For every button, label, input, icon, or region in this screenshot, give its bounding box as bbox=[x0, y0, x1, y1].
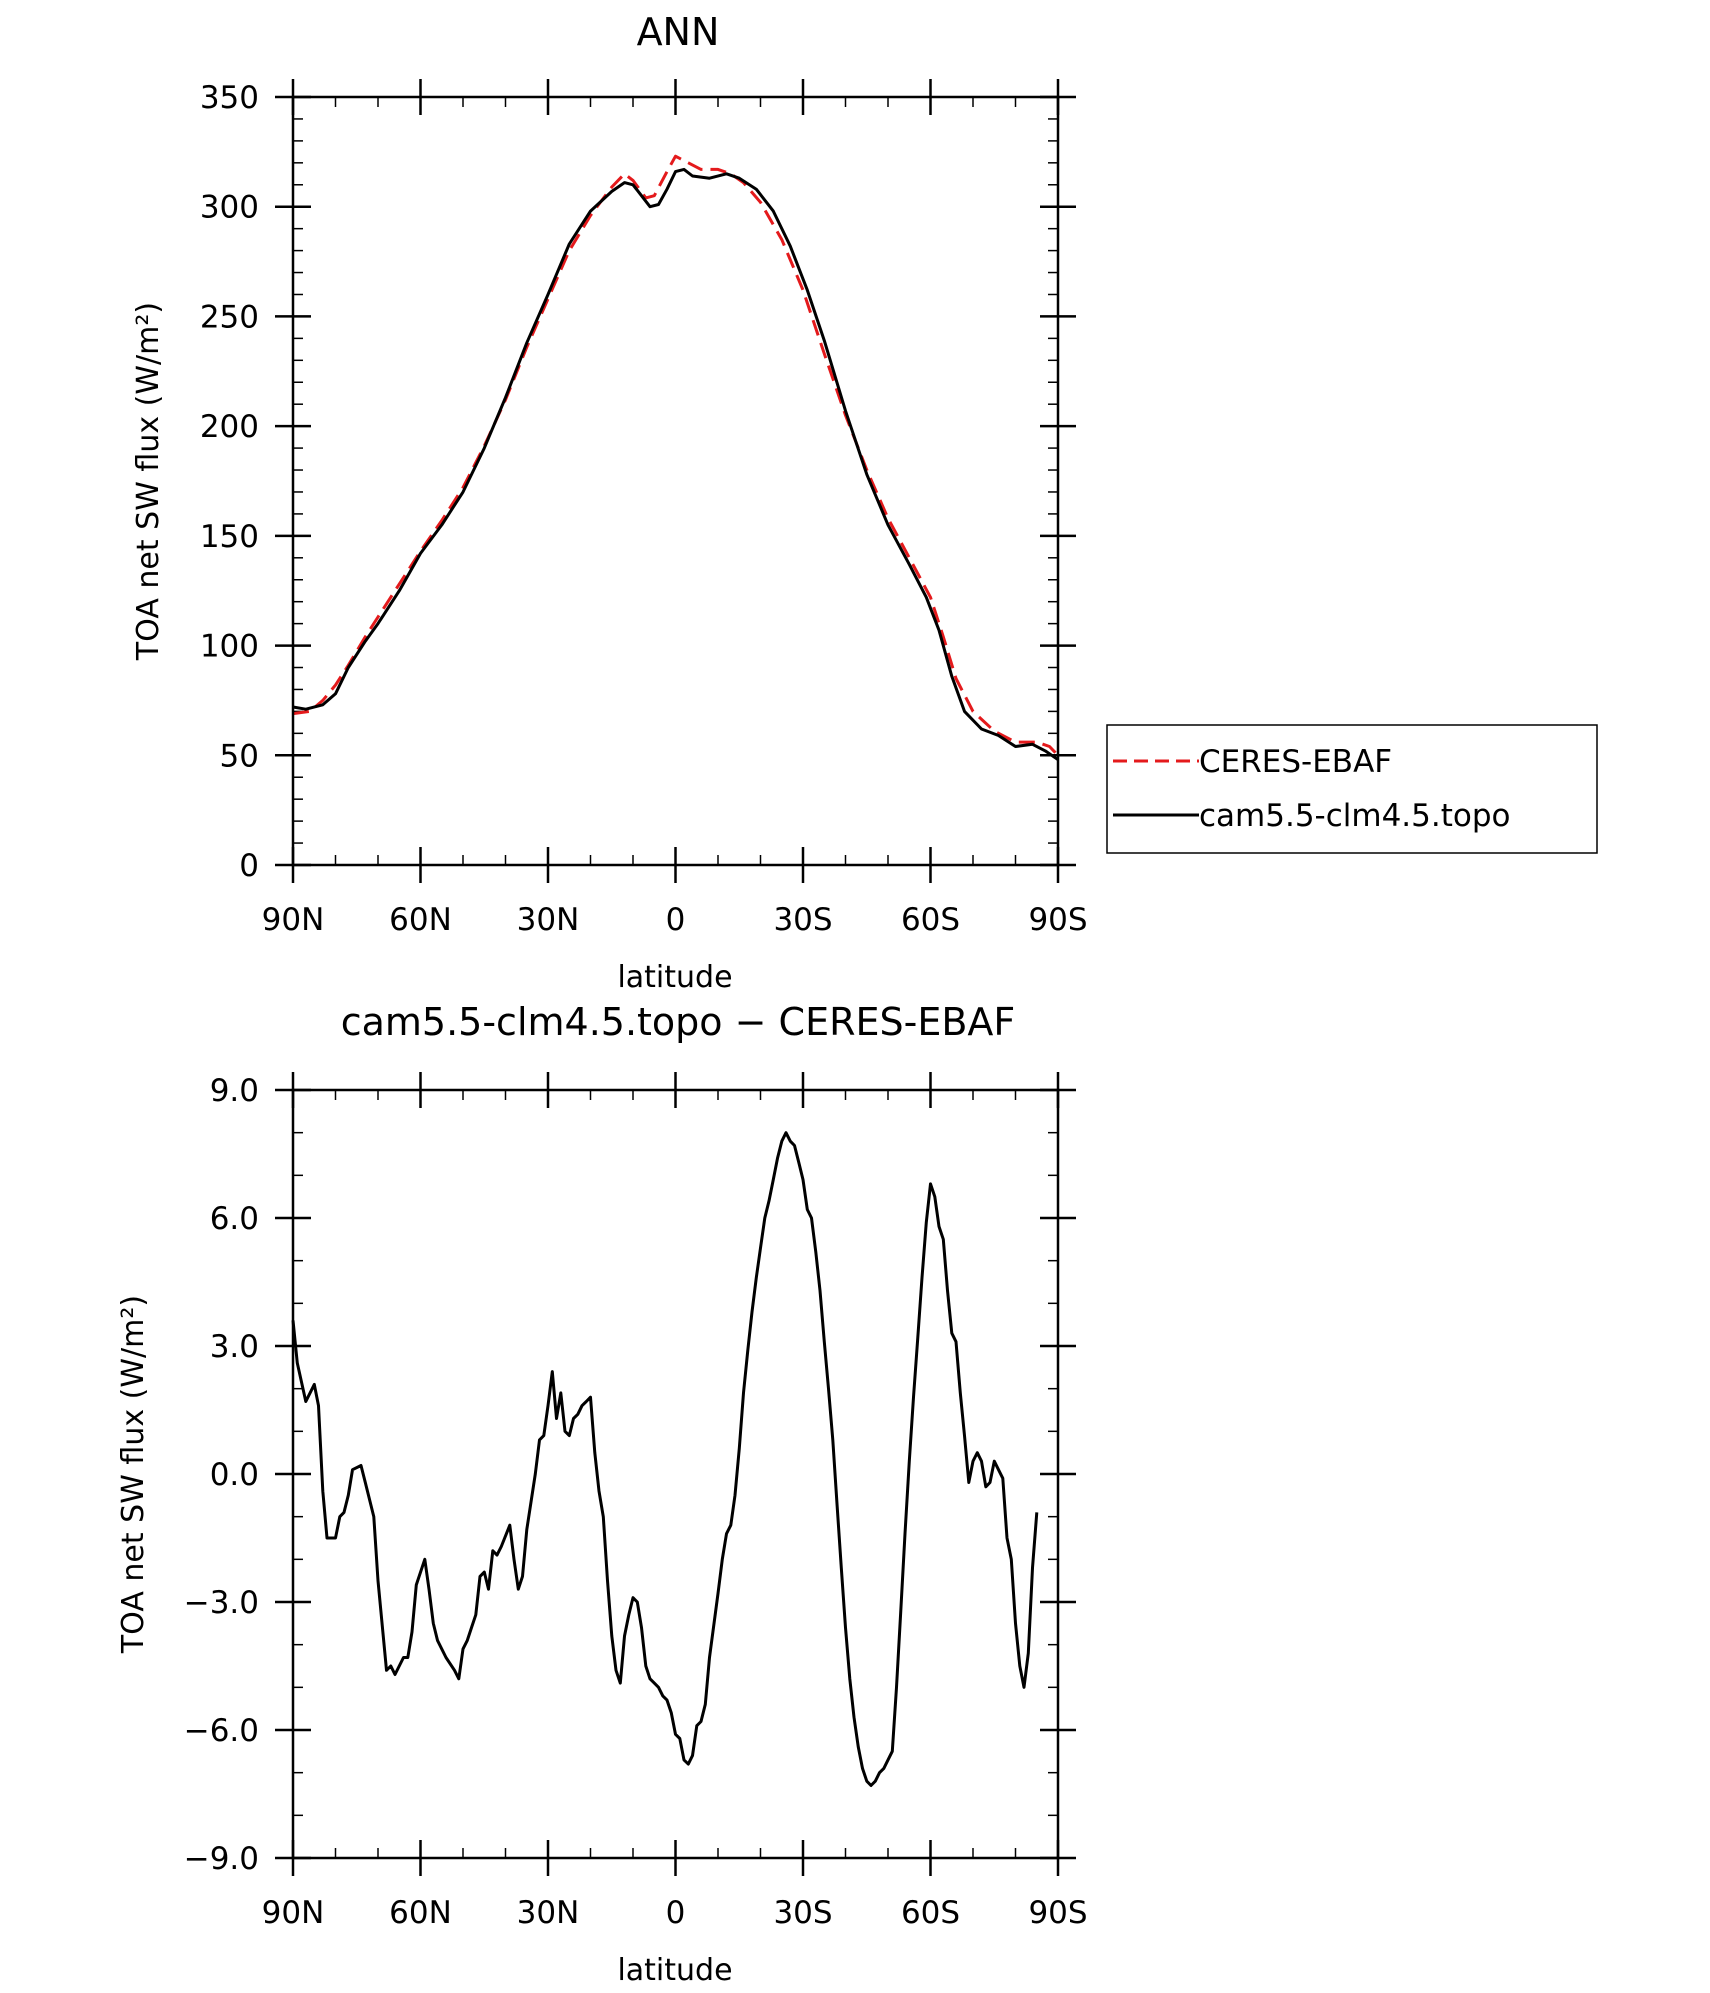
chart-top-x-tick-label: 90S bbox=[1028, 902, 1087, 938]
chart-top-x-tick-label: 30N bbox=[517, 902, 580, 938]
chart-top-series-line-0 bbox=[292, 154, 1060, 757]
chart-top-series-line-1 bbox=[292, 167, 1059, 761]
chart-top: ANN 90N 60N 30N 0 30S 60S 90S 0 50 100 150 200 250 3… bbox=[131, 10, 1088, 995]
chart-top-y-tick-label: 50 bbox=[220, 738, 259, 774]
chart-bottom-plot-frame bbox=[291, 1088, 1060, 1860]
chart-top-series bbox=[292, 154, 1060, 761]
chart-bottom-x-tick-label: 30N bbox=[517, 1895, 580, 1931]
chart-top-plot-frame bbox=[291, 95, 1060, 867]
chart-top-y-tick-label: 150 bbox=[200, 519, 259, 555]
chart-top-x-tick-label: 0 bbox=[666, 902, 686, 938]
chart-top-y-tick-label: 200 bbox=[200, 409, 259, 445]
chart-top-y-tick-label: 100 bbox=[200, 629, 259, 665]
chart-top-legend: CERES-EBAF cam5.5-clm4.5.topo bbox=[1106, 724, 1598, 854]
chart-bottom-x-tick-label: 60S bbox=[901, 1895, 960, 1931]
chart-bottom-x-tick-label: 90N bbox=[262, 1895, 325, 1931]
chart-bottom-series-line-0 bbox=[291, 1131, 1039, 1787]
chart-top-y-tick-label: 300 bbox=[200, 190, 259, 226]
chart-bottom-y-tick-label: 3.0 bbox=[210, 1329, 259, 1365]
chart-top-y-tick-labels: 0 50 100 150 200 250 300 350 bbox=[200, 80, 259, 884]
chart-bottom-y-tick-labels: −9.0 −6.0 −3.0 0.0 3.0 6.0 9.0 bbox=[184, 1073, 259, 1877]
legend-label-cam55: cam5.5-clm4.5.topo bbox=[1199, 798, 1511, 834]
chart-top-x-tick-label: 30S bbox=[773, 902, 832, 938]
legend-box bbox=[1106, 724, 1598, 854]
chart-top-x-tick-label: 60S bbox=[901, 902, 960, 938]
chart-top-y-tick-label: 350 bbox=[200, 80, 259, 116]
chart-bottom-x-tick-label: 30S bbox=[773, 1895, 832, 1931]
chart-top-title: ANN bbox=[637, 10, 720, 54]
chart-bottom-title: cam5.5-clm4.5.topo − CERES-EBAF bbox=[341, 1000, 1016, 1044]
chart-bottom-y-tick-label: −3.0 bbox=[184, 1585, 259, 1621]
chart-top-y-tick-label: 0 bbox=[239, 848, 259, 884]
chart-bottom-y-tick-label: 6.0 bbox=[210, 1201, 259, 1237]
chart-bottom-xlabel: latitude bbox=[617, 1953, 732, 1988]
chart-bottom-y-tick-label: 9.0 bbox=[210, 1073, 259, 1109]
chart-bottom-series bbox=[291, 1131, 1039, 1787]
chart-bottom-y-tick-label: 0.0 bbox=[210, 1457, 259, 1493]
chart-bottom-y-tick-label: −9.0 bbox=[184, 1841, 259, 1877]
chart-bottom-x-tick-labels: 90N 60N 30N 0 30S 60S 90S bbox=[262, 1895, 1088, 1931]
chart-bottom-ylabel: TOA net SW flux (W/m²) bbox=[116, 1295, 151, 1654]
chart-top-y-tick-label: 250 bbox=[200, 299, 259, 335]
chart-bottom-x-tick-label: 0 bbox=[666, 1895, 686, 1931]
chart-top-x-tick-label: 90N bbox=[262, 902, 325, 938]
chart-top-xlabel: latitude bbox=[617, 960, 732, 995]
chart-bottom-y-tick-label: −6.0 bbox=[184, 1713, 259, 1749]
chart-top-x-tick-label: 60N bbox=[389, 902, 452, 938]
chart-top-ylabel: TOA net SW flux (W/m²) bbox=[131, 302, 166, 661]
chart-bottom: cam5.5-clm4.5.topo − CERES-EBAF 90N 60N 30… bbox=[116, 1000, 1088, 1988]
legend-label-ceres-ebaf: CERES-EBAF bbox=[1199, 744, 1392, 780]
chart-bottom-x-tick-label: 60N bbox=[389, 1895, 452, 1931]
chart-bottom-x-tick-label: 90S bbox=[1028, 1895, 1087, 1931]
chart-top-x-tick-labels: 90N 60N 30N 0 30S 60S 90S bbox=[262, 902, 1088, 938]
